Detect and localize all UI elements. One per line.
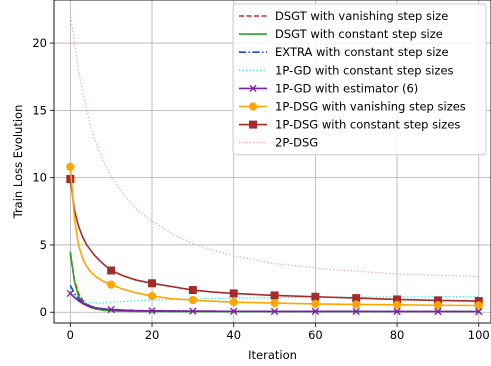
data-point-marker	[311, 307, 320, 316]
data-point-marker	[474, 301, 483, 310]
x-tick-label: 80	[390, 328, 405, 342]
series-line	[69, 178, 479, 302]
x-tick-label: 20	[145, 328, 160, 342]
data-point-marker	[249, 120, 257, 129]
y-tick-label: 15	[32, 103, 47, 117]
data-point-marker	[392, 300, 402, 309]
data-point-marker	[311, 292, 320, 301]
data-point-marker	[393, 307, 401, 316]
legend-item: 1P-DSG with constant step sizes	[239, 118, 460, 132]
legend-label: DSGT with vanishing step size	[275, 9, 448, 23]
y-tick-label: 5	[40, 238, 47, 252]
legend-label: 1P-GD with estimator (6)	[275, 81, 418, 95]
y-axis-label: Train Loss Evolution	[11, 105, 25, 220]
data-point-marker	[229, 289, 238, 298]
data-point-marker	[475, 307, 483, 316]
legend-box	[232, 3, 487, 156]
data-point-marker	[270, 307, 279, 316]
legend-item: 1P-GD with constant step sizes	[239, 63, 454, 77]
data-point-marker	[352, 307, 360, 316]
data-point-marker	[66, 162, 75, 171]
series-line	[69, 292, 479, 313]
legend: DSGT with vanishing step size DSGT with c…	[232, 3, 487, 156]
y-tick-label: 10	[32, 171, 47, 185]
data-point-marker	[352, 300, 361, 309]
series-5	[66, 289, 483, 316]
data-point-marker	[248, 102, 258, 111]
legend-item: 1P-GD with estimator (6)	[239, 81, 418, 95]
legend-item: 1P-DSG with vanishing step sizes	[239, 100, 466, 114]
series-8	[69, 13, 479, 278]
legend-label: 1P-GD with constant step sizes	[275, 63, 454, 77]
data-point-marker	[188, 296, 197, 305]
data-point-marker	[148, 279, 157, 288]
series-6	[66, 162, 483, 310]
series-line	[69, 13, 479, 278]
y-tick-label: 20	[32, 36, 47, 50]
data-point-marker	[229, 298, 238, 307]
legend-label: 1P-DSG with vanishing step sizes	[275, 100, 466, 114]
legend-label: EXTRA with constant step size	[275, 45, 449, 59]
x-axis-label: Iteration	[248, 348, 297, 362]
x-tick-label: 0	[67, 328, 74, 342]
plot-series	[66, 13, 483, 316]
data-point-marker	[107, 266, 116, 275]
data-point-marker	[270, 298, 279, 308]
data-point-marker	[433, 301, 443, 310]
data-point-marker	[434, 307, 442, 316]
data-point-marker	[66, 289, 74, 298]
data-point-marker	[107, 280, 116, 289]
legend-item: EXTRA with constant step size	[239, 45, 449, 59]
data-point-marker	[230, 307, 238, 315]
legend-label: DSGT with constant step size	[275, 27, 443, 41]
series-line	[69, 166, 479, 307]
legend-label: 2P-DSG	[275, 136, 318, 150]
plot-frame	[53, 0, 491, 324]
data-point-marker	[249, 84, 257, 93]
data-point-marker	[189, 307, 197, 315]
legend-item: DSGT with constant step size	[239, 27, 443, 41]
data-point-marker	[147, 291, 157, 301]
data-point-marker	[311, 299, 320, 308]
data-point-marker	[148, 307, 156, 315]
series-7	[66, 174, 483, 306]
data-point-marker	[107, 305, 115, 314]
x-tick-label: 100	[468, 328, 490, 342]
legend-item: DSGT with vanishing step size	[239, 9, 448, 23]
legend-label: 1P-DSG with constant step sizes	[275, 118, 460, 132]
axis-ticks: 0 20 40 60 80 100 0 5 10 15 20	[32, 36, 489, 342]
x-tick-label: 40	[226, 328, 241, 342]
x-tick-label: 60	[308, 328, 323, 342]
legend-item: 2P-DSG	[239, 136, 318, 150]
data-point-marker	[188, 286, 197, 295]
data-point-marker	[270, 291, 279, 300]
y-tick-label: 0	[40, 305, 47, 319]
